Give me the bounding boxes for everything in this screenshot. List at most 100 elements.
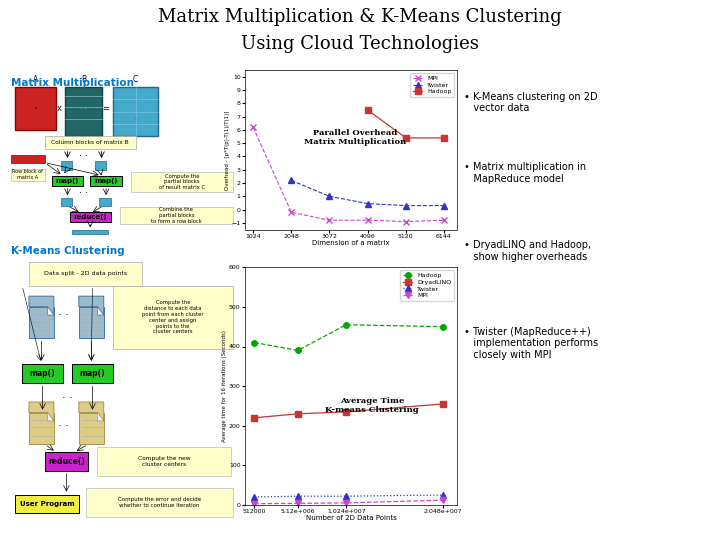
Text: Compute the
distance to each data
point from each cluster
center and assign
poin: Compute the distance to each data point …	[142, 300, 204, 334]
Text: Compute the new
cluster centers: Compute the new cluster centers	[138, 456, 190, 467]
Line: MPI: MPI	[251, 497, 446, 507]
Polygon shape	[29, 402, 54, 421]
Text: • Twister (MapReduce++)
   implementation performs
   closely with MPI: • Twister (MapReduce++) implementation p…	[464, 327, 598, 360]
Bar	[79, 413, 104, 444]
DryadLINQ	[438, 401, 447, 407]
Hadoop	[440, 134, 449, 141]
Text: map(): map()	[56, 178, 79, 184]
Line: MPI: MPI	[251, 125, 446, 224]
Text: Matrix Multiplication: Matrix Multiplication	[11, 78, 134, 89]
Twister	[325, 193, 334, 200]
Text: K-Means Clustering: K-Means Clustering	[11, 246, 125, 256]
Bar	[72, 363, 113, 383]
MPI	[402, 218, 410, 225]
Polygon shape	[79, 402, 104, 421]
Polygon shape	[29, 296, 54, 315]
X-axis label: Dimension of a matrix: Dimension of a matrix	[312, 240, 390, 246]
Twister	[250, 494, 258, 500]
Hadoop	[250, 339, 258, 346]
Bar	[11, 168, 45, 181]
Text: =: =	[102, 104, 109, 113]
Text: map(): map()	[80, 369, 105, 378]
Text: x: x	[57, 104, 62, 113]
Bar	[52, 176, 84, 186]
Bar	[131, 172, 233, 192]
Polygon shape	[97, 307, 104, 315]
Bar	[15, 495, 79, 513]
Bar	[90, 176, 122, 186]
Text: map(): map()	[94, 178, 118, 184]
Line: Hadoop: Hadoop	[251, 322, 446, 353]
Bar	[86, 488, 233, 517]
Bar	[11, 155, 45, 163]
Text: Using Cloud Technologies: Using Cloud Technologies	[241, 35, 479, 53]
Bar	[29, 262, 143, 286]
Text: · ·: · ·	[58, 421, 68, 431]
Legend: MPI, Twister, Hadoop: MPI, Twister, Hadoop	[410, 73, 454, 97]
MPI	[364, 217, 372, 224]
X-axis label: Number of 2D Data Points: Number of 2D Data Points	[305, 516, 397, 522]
Bar	[45, 453, 88, 471]
Text: A: A	[33, 75, 38, 84]
Text: · ·: · ·	[78, 188, 88, 198]
MPI	[294, 500, 302, 507]
Text: • Matrix multiplication in
   MapReduce model: • Matrix multiplication in MapReduce mod…	[464, 162, 587, 184]
Hadoop	[438, 323, 447, 330]
Text: Compute the error and decide
whether to continue iteration: Compute the error and decide whether to …	[118, 497, 201, 508]
Bar	[72, 230, 108, 234]
Line: Hadoop: Hadoop	[365, 107, 446, 141]
DryadLINQ	[342, 409, 351, 415]
Text: · ·: · ·	[62, 393, 73, 403]
Text: Data split - 2D data points: Data split - 2D data points	[44, 271, 127, 276]
Bar	[66, 87, 102, 137]
Hadoop	[294, 347, 302, 354]
Hadoop	[364, 107, 372, 113]
Bar	[60, 198, 72, 206]
Text: · ·: · ·	[80, 106, 86, 112]
Bar	[70, 212, 111, 222]
Text: Compute the
partial blocks
of result matrix C: Compute the partial blocks of result mat…	[159, 173, 205, 190]
Polygon shape	[97, 413, 104, 421]
MPI	[440, 217, 449, 224]
Hadoop	[342, 321, 351, 328]
Text: • DryadLINQ and Hadoop,
   show higher overheads: • DryadLINQ and Hadoop, show higher over…	[464, 240, 592, 262]
Text: Column blocks of matrix B: Column blocks of matrix B	[51, 140, 129, 145]
Bar	[45, 137, 135, 148]
Twister	[402, 202, 410, 209]
Polygon shape	[48, 307, 54, 315]
Hadoop	[402, 134, 410, 141]
Bar	[15, 87, 56, 130]
MPI	[438, 497, 447, 503]
Polygon shape	[48, 413, 54, 421]
MPI	[287, 209, 296, 215]
Text: map(): map()	[30, 369, 55, 378]
MPI	[249, 124, 258, 131]
Twister	[294, 493, 302, 500]
Legend: Hadoop, DryadLINQ, Twister, MPI: Hadoop, DryadLINQ, Twister, MPI	[400, 271, 454, 301]
Bar	[113, 286, 233, 349]
Bar	[60, 161, 72, 170]
Bar	[99, 198, 111, 206]
Text: Row block of
matrix A: Row block of matrix A	[12, 170, 43, 180]
Twister	[364, 200, 372, 207]
Text: B: B	[81, 75, 86, 84]
Polygon shape	[79, 296, 104, 315]
MPI	[342, 500, 351, 506]
Text: • K-Means clustering on 2D
   vector data: • K-Means clustering on 2D vector data	[464, 92, 598, 113]
Text: Parallel Overhead
Matrix Multiplication: Parallel Overhead Matrix Multiplication	[304, 129, 406, 146]
Bar	[97, 447, 231, 476]
Twister	[440, 202, 449, 209]
DryadLINQ	[250, 415, 258, 421]
MPI	[250, 501, 258, 507]
Bar	[29, 413, 54, 444]
Bar	[95, 161, 106, 170]
MPI	[325, 217, 334, 224]
Line: Twister: Twister	[251, 492, 446, 500]
Text: reduce(): reduce()	[73, 214, 107, 220]
Bar	[29, 307, 54, 339]
Line: DryadLINQ: DryadLINQ	[251, 401, 446, 421]
Text: ·: ·	[134, 114, 138, 125]
Text: · ·: · ·	[58, 309, 68, 320]
Line: Twister: Twister	[289, 178, 446, 208]
Bar	[113, 87, 158, 137]
